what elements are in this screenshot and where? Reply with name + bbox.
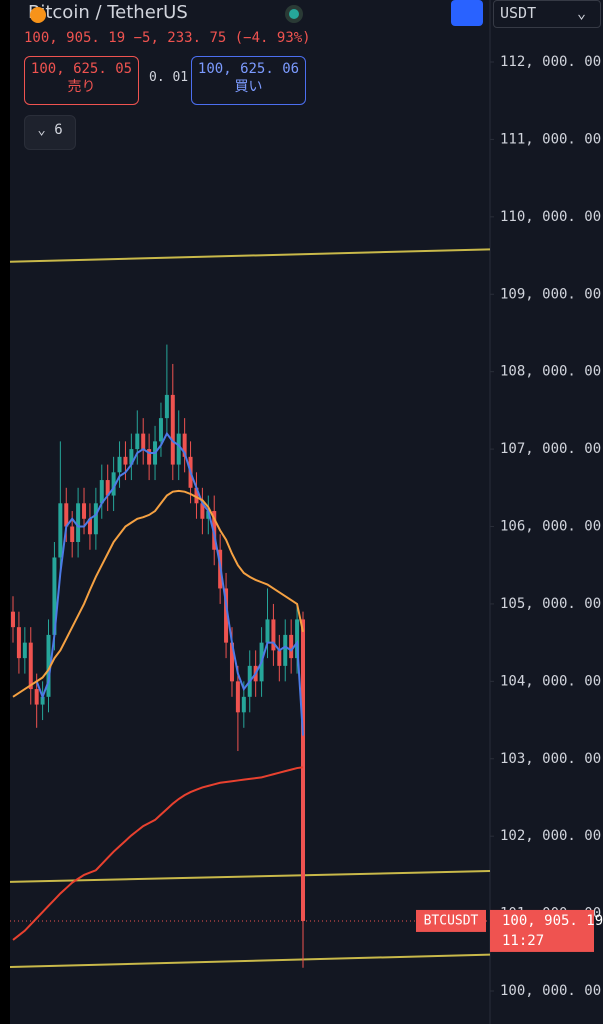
candle-body (176, 433, 181, 465)
sell-button[interactable]: 100, 625. 05 売り (24, 56, 139, 105)
candle-body (265, 619, 270, 643)
candle-body (82, 503, 87, 519)
candle-body (182, 433, 187, 457)
indicator-count: 6 (54, 122, 63, 138)
last-price-symbol: BTCUSDT (424, 913, 479, 928)
candle-body (224, 588, 229, 643)
price: 100, 905. 19 (24, 30, 126, 46)
candle-body (111, 472, 116, 496)
candle-body (87, 518, 92, 535)
ma-line (12, 489, 304, 698)
y-tick-label: 103, 000. 00 (500, 751, 601, 767)
candle-body (70, 526, 75, 542)
y-tick-label: 111, 000. 00 (500, 131, 601, 147)
y-tick-label: 109, 000. 00 (500, 286, 601, 302)
candle-body (200, 503, 205, 519)
change-pct: (−4. 93%) (234, 30, 311, 46)
candle-body (141, 433, 146, 450)
candle-body (235, 681, 240, 713)
coin-icon (30, 7, 46, 23)
candle-body (129, 449, 134, 465)
candle-body (158, 418, 163, 442)
y-tick-label: 112, 000. 00 (500, 54, 601, 70)
sell-price: 100, 625. 05 (30, 61, 133, 77)
y-tick-label: 104, 000. 00 (500, 673, 601, 689)
candle-body (117, 456, 122, 473)
candle-body (194, 487, 199, 504)
trend-line (9, 248, 491, 263)
candle-body (58, 503, 63, 558)
currency: USDT (500, 4, 537, 22)
currency-select[interactable]: USDT ⌄ (493, 0, 601, 28)
price-tag (490, 909, 594, 952)
y-tick-label: 108, 000. 00 (500, 364, 601, 380)
candle-body (277, 650, 282, 666)
y-tick-label: 110, 000. 00 (500, 209, 601, 225)
y-tick-label: 105, 000. 00 (500, 596, 601, 612)
buy-label: 買い (234, 79, 263, 95)
symbol[interactable]: Bitcoin / TetherUS (28, 2, 188, 23)
candle-body (295, 619, 300, 659)
candle-body (76, 503, 81, 542)
buy-price: 100, 625. 06 (197, 61, 300, 77)
candle-body (164, 394, 169, 419)
y-tick-label: 102, 000. 00 (500, 828, 601, 844)
trend-line (9, 953, 491, 969)
sell-label: 売り (67, 79, 96, 95)
candle-body (99, 480, 104, 504)
price-line: 100, 905. 19 −5, 233. 75 (−4. 93%) (24, 30, 311, 46)
candle-body (11, 611, 15, 628)
y-tick-label: 106, 000. 00 (500, 519, 601, 535)
candle-body (22, 642, 27, 659)
candle-body (301, 619, 305, 921)
candle-body (64, 503, 69, 527)
spread: 0. 01 (149, 70, 189, 85)
layout-button[interactable] (451, 0, 483, 26)
ma-line (35, 431, 304, 736)
ma-line (12, 766, 304, 941)
candle-body (241, 696, 246, 713)
candle-body (271, 619, 276, 651)
trend-line (9, 870, 491, 883)
candle-body (40, 696, 45, 705)
last-price-label: 100, 905. 19 (502, 913, 603, 929)
candle-body (34, 689, 39, 705)
countdown: 11:27 (502, 933, 544, 949)
y-tick-label: 107, 000. 00 (500, 441, 601, 457)
candle-body (93, 503, 98, 535)
candle-body (52, 557, 57, 635)
candle-body (105, 480, 110, 496)
status-dot (285, 5, 303, 23)
candle-body (147, 449, 152, 465)
candle-body (16, 627, 21, 659)
symbol-tag (416, 909, 486, 932)
candle-body (283, 634, 288, 666)
candle-body (123, 456, 128, 465)
change: −5, 233. 75 (133, 30, 227, 46)
candle-body (28, 642, 33, 690)
indicator-toggle[interactable]: ⌄ 6 (24, 115, 76, 150)
candle-body (135, 433, 140, 450)
candle-body (289, 634, 294, 659)
y-tick-label: 100, 000. 00 (500, 983, 601, 999)
buy-button[interactable]: 100, 625. 06 買い (191, 56, 306, 105)
candle-body (46, 634, 51, 697)
candle-body (229, 642, 234, 682)
candle-body (170, 394, 175, 465)
plot-bg (0, 0, 10, 1024)
